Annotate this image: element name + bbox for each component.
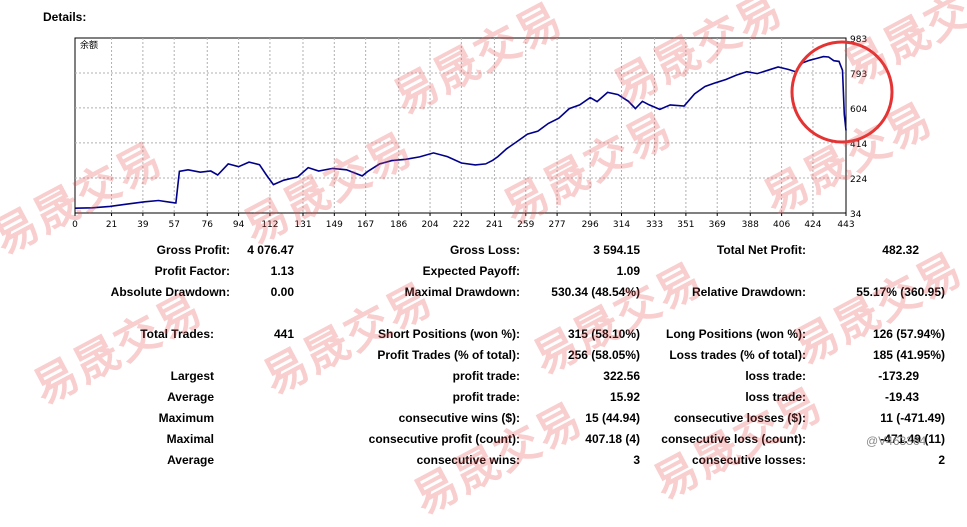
x-tick-label: 131 bbox=[294, 220, 311, 230]
gross-loss-value: 3 594.15 bbox=[593, 243, 640, 257]
relative-drawdown-value: 55.17% (360.95) bbox=[856, 285, 945, 299]
gross-profit-label: Gross Profit: bbox=[156, 243, 230, 257]
average-consecutive-label: Average bbox=[167, 453, 214, 467]
x-tick-label: 296 bbox=[582, 220, 599, 230]
y-tick-label: 983 bbox=[850, 35, 867, 45]
y-tick-label: 414 bbox=[850, 140, 867, 150]
gross-profit-value: 4 076.47 bbox=[247, 243, 294, 257]
average-profit-trade-value: 15.92 bbox=[609, 390, 640, 404]
loss-trades-label: Loss trades (% of total): bbox=[669, 348, 806, 362]
x-tick-label: 406 bbox=[773, 220, 790, 230]
chart-x-ticks: 0 21 39 57 76 94 112 131 149 167 186 204 222 241 259 27… bbox=[72, 213, 855, 230]
details-title: Details: bbox=[43, 10, 87, 24]
x-tick-label: 241 bbox=[486, 220, 503, 230]
average-consecutive-losses-label: consecutive losses: bbox=[691, 453, 806, 467]
total-net-profit-label: Total Net Profit: bbox=[716, 243, 806, 257]
profit-trades-value: 256 (58.05%) bbox=[567, 348, 640, 362]
maximal-consecutive-loss-value: -471.49 (11) bbox=[880, 432, 945, 446]
x-tick-label: 259 bbox=[517, 220, 534, 230]
short-positions-value: 315 (58.10%) bbox=[567, 327, 640, 341]
x-tick-label: 424 bbox=[804, 220, 821, 230]
balance-series-line bbox=[74, 55, 847, 209]
chart-y-ticks: 34 224 414 604 793 983 bbox=[850, 35, 867, 220]
largest-profit-trade-label: profit trade: bbox=[452, 369, 520, 383]
x-tick-label: 0 bbox=[72, 220, 78, 230]
max-consecutive-losses-label: consecutive losses ($): bbox=[673, 411, 806, 425]
x-tick-label: 39 bbox=[137, 220, 149, 230]
x-tick-label: 57 bbox=[168, 220, 179, 230]
short-positions-label: Short Positions (won %): bbox=[378, 327, 520, 341]
long-positions-value: 126 (57.94%) bbox=[872, 327, 945, 341]
max-consecutive-wins-value: 15 (44.94) bbox=[585, 411, 640, 425]
largest-loss-trade-value: -173.29 bbox=[878, 369, 919, 383]
chart-plot-area bbox=[74, 37, 847, 214]
chart-grid bbox=[75, 38, 846, 213]
y-tick-label: 34 bbox=[850, 210, 862, 220]
maximal-consecutive-loss-label: consecutive loss (count): bbox=[661, 432, 806, 446]
x-tick-label: 277 bbox=[548, 220, 565, 230]
gross-loss-label: Gross Loss: bbox=[449, 243, 520, 257]
y-tick-label: 793 bbox=[850, 70, 867, 80]
x-tick-label: 112 bbox=[261, 220, 278, 230]
relative-drawdown-label: Relative Drawdown: bbox=[691, 285, 806, 299]
max-consecutive-losses-value: 11 (-471.49) bbox=[880, 411, 945, 425]
absolute-drawdown-value: 0.00 bbox=[270, 285, 294, 299]
total-trades-label: Total Trades: bbox=[140, 327, 214, 341]
x-tick-label: 167 bbox=[357, 220, 374, 230]
expected-payoff-label: Expected Payoff: bbox=[422, 264, 520, 278]
maximal-consecutive-profit-label: consecutive profit (count): bbox=[368, 432, 520, 446]
x-tick-label: 369 bbox=[709, 220, 726, 230]
average-consecutive-wins-label: consecutive wins: bbox=[416, 453, 520, 467]
x-tick-label: 94 bbox=[233, 220, 245, 230]
average-consecutive-losses-value: 2 bbox=[938, 453, 945, 467]
x-tick-label: 351 bbox=[677, 220, 694, 230]
profit-trades-label: Profit Trades (% of total): bbox=[377, 348, 520, 362]
x-tick-label: 204 bbox=[421, 220, 438, 230]
profit-factor-value: 1.13 bbox=[270, 264, 294, 278]
x-tick-label: 222 bbox=[453, 220, 470, 230]
maximal-consecutive-profit-value: 407.18 (4) bbox=[585, 432, 640, 446]
largest-loss-trade-label: loss trade: bbox=[745, 369, 806, 383]
loss-trades-value: 185 (41.95%) bbox=[872, 348, 945, 362]
x-tick-label: 314 bbox=[613, 220, 630, 230]
average-consecutive-wins-value: 3 bbox=[633, 453, 640, 467]
x-tick-label: 333 bbox=[646, 220, 663, 230]
total-trades-value: 441 bbox=[273, 327, 294, 341]
x-tick-label: 388 bbox=[742, 220, 759, 230]
y-tick-label: 604 bbox=[850, 105, 867, 115]
x-tick-label: 443 bbox=[837, 220, 854, 230]
expected-payoff-value: 1.09 bbox=[616, 264, 640, 278]
x-tick-label: 186 bbox=[390, 220, 407, 230]
max-consecutive-wins-label: consecutive wins ($): bbox=[398, 411, 520, 425]
maximal-drawdown-value: 530.34 (48.54%) bbox=[551, 285, 640, 299]
chart-corner-label: 余额 bbox=[80, 39, 98, 51]
average-loss-trade-value: -19.43 bbox=[884, 390, 919, 404]
maximum-label: Maximum bbox=[158, 411, 214, 425]
x-tick-label: 149 bbox=[326, 220, 343, 230]
highlight-circle bbox=[790, 40, 894, 144]
maximal-label: Maximal bbox=[166, 432, 214, 446]
x-tick-label: 76 bbox=[202, 220, 214, 230]
average-label: Average bbox=[167, 390, 214, 404]
y-tick-label: 224 bbox=[850, 175, 867, 185]
long-positions-label: Long Positions (won %): bbox=[666, 327, 806, 341]
balance-chart: 34 224 414 604 793 983 0 21 39 57 76 94 112 131 149 16… bbox=[72, 35, 894, 230]
largest-label: Largest bbox=[170, 369, 214, 383]
total-net-profit-value: 482.32 bbox=[882, 243, 919, 257]
average-loss-trade-label: loss trade: bbox=[745, 390, 806, 404]
largest-profit-trade-value: 322.56 bbox=[603, 369, 640, 383]
absolute-drawdown-label: Absolute Drawdown: bbox=[110, 285, 230, 299]
average-profit-trade-label: profit trade: bbox=[452, 390, 520, 404]
x-tick-label: 21 bbox=[106, 220, 117, 230]
weibo-handle-text: @V463364 bbox=[866, 434, 927, 448]
maximal-drawdown-label: Maximal Drawdown: bbox=[404, 285, 520, 299]
profit-factor-label: Profit Factor: bbox=[154, 264, 230, 278]
